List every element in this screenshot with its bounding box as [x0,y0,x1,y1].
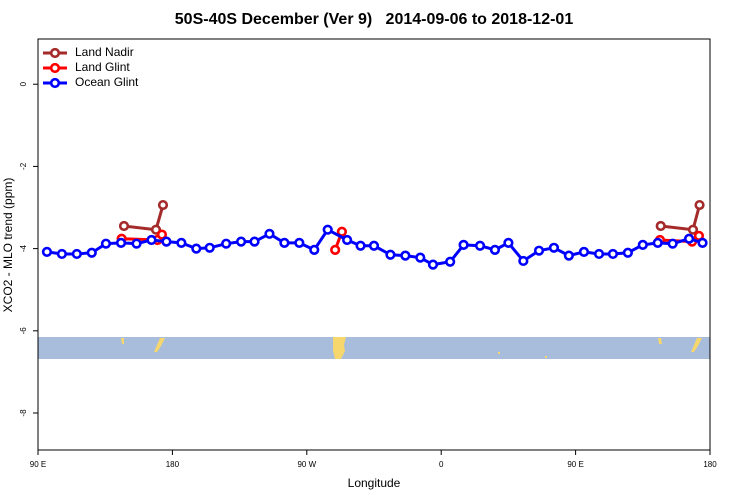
point [563,250,574,261]
point [355,240,366,251]
point [652,237,663,248]
series-line [123,204,701,232]
chart-title: 50S-40S December (Ver 9) 2014-09-06 to 2… [175,11,574,28]
y-tick-label: -8 [19,409,28,417]
point [156,229,168,240]
point [235,236,247,247]
point [458,239,469,251]
point [71,248,82,260]
point [607,248,619,260]
land [333,337,346,359]
legend-label: Ocean Glint [75,75,139,89]
x-axis-label: Longitude [348,476,401,490]
land [121,338,124,344]
point [264,228,275,239]
point [191,243,202,254]
point [637,239,648,251]
land [545,356,547,358]
x-tick-label: 180 [166,460,180,469]
y-tick-label: 0 [19,81,28,86]
point [204,242,215,253]
point [622,247,633,258]
point [593,248,605,260]
point [427,259,439,270]
plot-frame [37,38,711,451]
point [309,244,320,255]
legend-marker [49,62,61,74]
legend-label: Land Nadir [75,45,134,59]
y-tick-label: -4 [19,245,28,253]
ocean-band [38,337,710,359]
legend-marker [49,77,61,89]
point [683,233,695,244]
x-tick-label: 90 W [297,460,316,469]
x-tick-label: 0 [439,460,444,469]
point [385,249,396,260]
point [578,246,590,257]
y-tick-label: -2 [19,162,28,170]
point [330,244,341,255]
land [658,338,662,344]
x-tick-label: 90 E [30,460,46,469]
point [86,247,97,258]
point [415,252,426,263]
point [56,248,67,260]
land [691,338,702,352]
point [533,245,545,256]
y-axis-label: XCO2 - MLO trend (ppm) [1,178,15,313]
x-tick-label: 180 [703,460,717,469]
point [118,220,130,232]
point [342,234,353,246]
point [697,237,708,248]
land [154,338,165,352]
point [221,238,232,249]
land [498,352,500,354]
point [687,224,699,235]
point [474,240,486,251]
point [161,236,172,247]
point [548,242,560,253]
point [489,244,501,255]
point [100,238,112,249]
point [322,224,333,235]
y-tick-label: -6 [19,327,28,335]
legend-label: Land Glint [75,60,130,74]
point [131,238,142,249]
point [503,237,514,248]
point [157,199,169,211]
point [249,236,260,247]
point [655,220,666,232]
point [115,237,127,248]
point [279,237,290,248]
point [694,199,705,211]
point [518,255,529,267]
point [445,256,456,267]
x-tick-label: 90 E [567,460,583,469]
point [667,238,678,249]
map-strip [38,337,710,359]
legend-marker [49,47,61,59]
point [368,240,380,251]
point [294,237,305,248]
point [41,246,53,257]
point [400,250,411,261]
point [146,234,157,246]
point [176,237,187,248]
